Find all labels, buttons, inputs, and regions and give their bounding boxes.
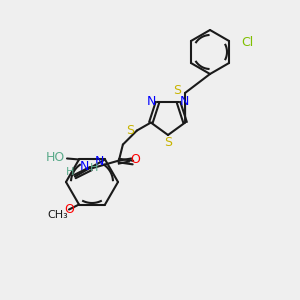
Text: HO: HO <box>46 151 65 164</box>
Text: S: S <box>173 85 181 98</box>
Text: N: N <box>80 160 90 173</box>
Text: O: O <box>130 153 140 166</box>
Text: S: S <box>164 136 172 148</box>
Text: Cl: Cl <box>241 37 253 50</box>
Text: O: O <box>64 203 74 216</box>
Text: N: N <box>147 95 156 108</box>
Text: N: N <box>180 95 189 108</box>
Text: CH₃: CH₃ <box>48 209 68 220</box>
Text: H: H <box>90 163 98 172</box>
Text: N: N <box>95 155 105 168</box>
Text: H: H <box>66 167 74 177</box>
Text: S: S <box>126 124 134 137</box>
